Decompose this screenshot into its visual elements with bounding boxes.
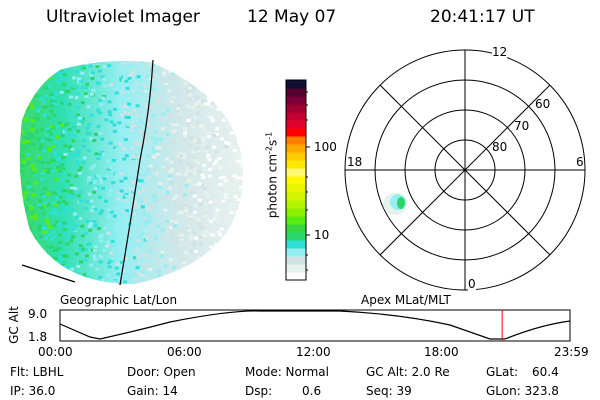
door-status: Door: Open: [127, 365, 196, 379]
mlt-label-18: 18: [347, 155, 363, 169]
colorbar-band: [286, 112, 306, 121]
ring-label-70: 70: [514, 119, 530, 133]
glat-label: GLat:: [486, 365, 519, 379]
gcalt-status: GC Alt: 2.0 Re: [366, 365, 450, 379]
dsp-value: 0.6: [302, 384, 322, 398]
colorbar-band: [286, 184, 306, 193]
auroral-spot: [383, 193, 407, 215]
colorbar-band: [286, 192, 306, 201]
colorbar-band: [286, 88, 306, 97]
xtick-12: 12:00: [296, 345, 331, 359]
colorbar-band: [286, 144, 306, 153]
dsp-label: Dsp:: [245, 384, 273, 398]
gain-status: Gain: 14: [127, 384, 178, 398]
apex-caption: Apex MLat/MLT: [361, 293, 451, 307]
app-title: Ultraviolet Imager: [46, 7, 200, 27]
glon-status: GLon: 323.8: [486, 384, 559, 398]
xtick-18: 18:00: [424, 345, 459, 359]
xtick-0: 00:00: [38, 345, 73, 359]
ring-label-60: 60: [535, 97, 551, 111]
colorbar-band: [286, 152, 306, 161]
glat-value: 60.4: [532, 365, 559, 379]
xtick-end: 23:59: [554, 345, 589, 359]
colorbar-band: [286, 128, 306, 137]
colorbar-band: [286, 208, 306, 217]
xtick-6: 06:00: [167, 345, 202, 359]
mlt-label-0: 0: [468, 277, 476, 291]
colorbar-band: [286, 240, 306, 249]
colorbar-tick-100: 100: [314, 140, 337, 154]
colorbar-band: [286, 96, 306, 105]
colorbar-band: [286, 136, 306, 145]
mlt-label-6: 6: [576, 155, 584, 169]
colorbar-band: [286, 80, 306, 89]
ytick-9: 9.0: [28, 307, 48, 321]
filter-status: Flt: LBHL: [10, 365, 64, 379]
ytick-1-8: 1.8: [28, 330, 48, 344]
ring-label-80: 80: [492, 140, 508, 154]
colorbar-band: [286, 200, 306, 209]
date-label: 12 May 07: [247, 7, 337, 27]
limb-line: [21, 264, 76, 283]
colorbar-band: [286, 248, 306, 257]
seq-status: Seq: 39: [366, 384, 412, 398]
mlt-label-12: 12: [492, 45, 508, 59]
colorbar-band: [286, 216, 306, 225]
colorbar-band: [286, 256, 306, 265]
colorbar-band: [286, 104, 306, 113]
colorbar-band: [286, 120, 306, 129]
mode-status: Mode: Normal: [245, 365, 329, 379]
colorbar-band: [286, 168, 306, 177]
colorbar-band: [286, 224, 306, 233]
colorbar-band: [286, 176, 306, 185]
ip-status: IP: 36.0: [10, 384, 56, 398]
colorbar-tick-10: 10: [314, 228, 330, 242]
colorbar-band: [286, 272, 306, 281]
geographic-caption: Geographic Lat/Lon: [60, 293, 178, 307]
terminator-line: [119, 59, 154, 286]
colorbar-band: [286, 264, 306, 273]
colorbar-band: [286, 160, 306, 169]
colorbar-band: [286, 232, 306, 241]
time-label: 20:41:17 UT: [430, 7, 535, 27]
